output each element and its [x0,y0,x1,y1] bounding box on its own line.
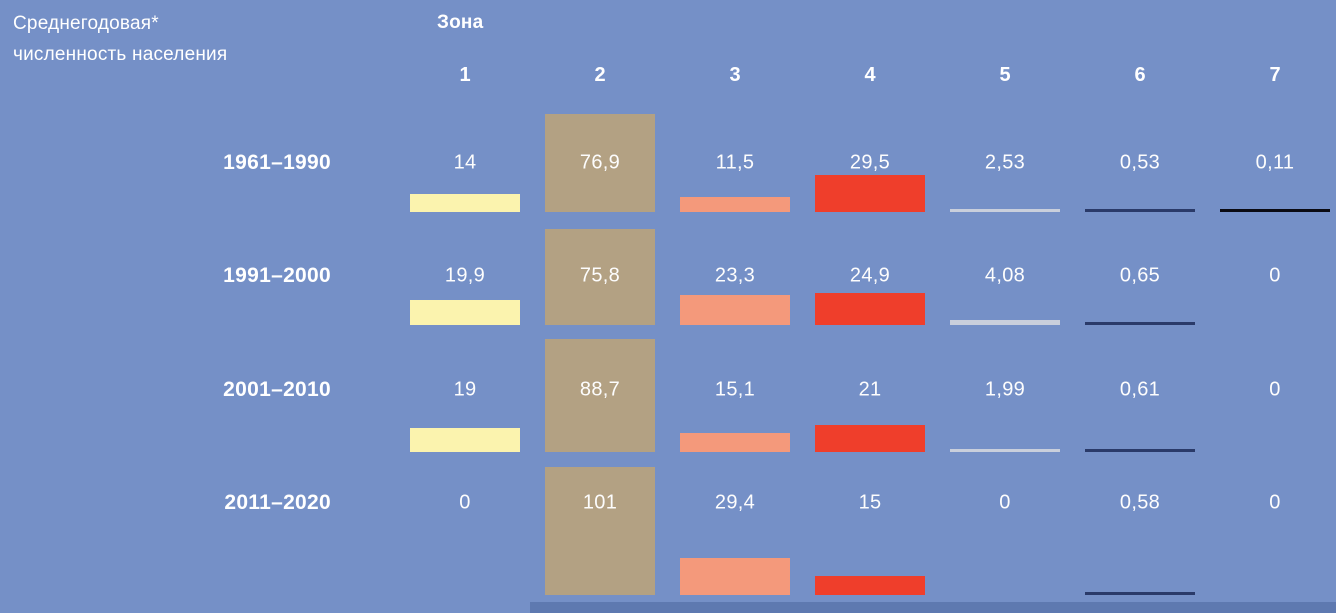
value-bar [1220,209,1330,212]
value-bar [680,295,790,325]
value-bar [950,449,1060,452]
value-bar [680,197,790,212]
page-title-line2: численность населения [13,44,228,65]
zone-column-number: 7 [1269,64,1281,86]
footer-strip [530,602,1336,613]
value-bar [410,194,520,212]
cell-value: 0,58 [1119,491,1161,514]
cell-value: 0 [1269,264,1281,287]
period-label: 2011–2020 [224,491,331,514]
cell-value: 23,3 [714,264,756,287]
value-bar [815,175,925,212]
value-bar [1085,209,1195,212]
value-bar [815,425,925,452]
zone-column-number: 3 [729,64,741,86]
cell-value: 88,7 [579,378,621,401]
cell-value: 2,53 [984,151,1026,174]
cell-value: 0 [1269,378,1281,401]
cell-value: 75,8 [579,264,621,287]
value-bar [815,576,925,595]
cell-value: 19,9 [444,264,486,287]
cell-value: 1,99 [984,378,1026,401]
cell-value: 76,9 [579,151,621,174]
zone-column-number: 1 [459,64,471,86]
cell-value: 11,5 [715,151,755,174]
zone-header: Зона [437,12,484,33]
value-bar [1085,592,1195,595]
value-bar [1085,322,1195,325]
cell-value: 0 [459,491,471,514]
zone-column-number: 5 [999,64,1011,86]
value-bar [545,467,655,595]
value-bar [410,428,520,452]
cell-value: 15 [858,491,882,514]
cell-value: 19 [453,378,477,401]
cell-value: 14 [453,151,477,174]
period-label: 1961–1990 [223,151,331,174]
cell-value: 24,9 [849,264,891,287]
page-title-line1: Среднегодовая* [13,13,159,34]
cell-value: 101 [582,491,618,514]
zone-column-number: 2 [594,64,606,86]
value-bar [545,229,655,325]
value-bar [680,558,790,595]
cell-value: 0 [999,491,1011,514]
cell-value: 4,08 [984,264,1026,287]
cell-value: 0,61 [1119,378,1161,401]
value-bar [545,114,655,212]
cell-value: 0,65 [1119,264,1161,287]
value-bar [950,209,1060,212]
value-bar [950,320,1060,325]
cell-value: 29,4 [714,491,756,514]
zone-column-number: 6 [1134,64,1146,86]
period-label: 2001–2010 [223,378,331,401]
cell-value: 0,53 [1119,151,1161,174]
value-bar [815,293,925,325]
zone-column-number: 4 [864,64,876,86]
cell-value: 15,1 [714,378,756,401]
cell-value: 0,11 [1255,151,1295,174]
cell-value: 0 [1269,491,1281,514]
value-bar [1085,449,1195,452]
value-bar [680,433,790,452]
cell-value: 29,5 [849,151,891,174]
value-bar [410,300,520,325]
cell-value: 21 [858,378,882,401]
value-bar [545,339,655,452]
page-title: Среднегодовая* численность населения [13,8,227,70]
period-label: 1991–2000 [223,264,331,287]
